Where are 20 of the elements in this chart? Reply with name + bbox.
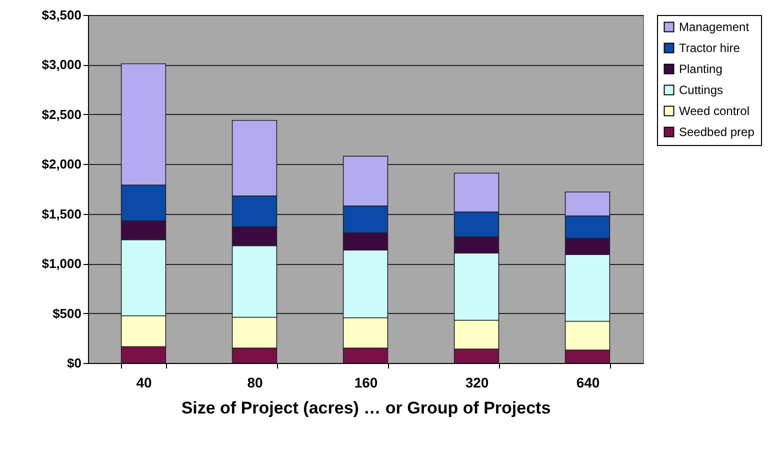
x-axis-title: Size of Project (acres) … or Group of Projects [181, 398, 551, 418]
legend-label: Planting [679, 62, 722, 76]
y-tick-label: $1,000 [42, 256, 82, 272]
y-tick-label: $0 [67, 356, 82, 370]
legend-label: Management [679, 20, 750, 34]
x-tick-label: 80 [247, 374, 263, 390]
x-tick-label: 160 [354, 374, 378, 390]
legend-label: Cuttings [679, 83, 724, 97]
y-tick-label: $3,000 [42, 57, 82, 72]
x-tick-label: 40 [136, 374, 152, 390]
y-tick-label: $500 [52, 306, 82, 321]
y-tick-label: $2,500 [42, 106, 82, 122]
legend-label: Seedbed prep [679, 125, 755, 139]
x-tick-label: 320 [465, 374, 489, 390]
y-tick-label: $1,500 [42, 206, 82, 222]
legend-label: Weed control [679, 104, 750, 118]
y-tick-label: $3,500 [42, 8, 82, 22]
legend-label: Tractor hire [679, 41, 740, 55]
y-tick-label: $2,000 [42, 156, 82, 172]
x-tick-label: 640 [576, 374, 600, 390]
